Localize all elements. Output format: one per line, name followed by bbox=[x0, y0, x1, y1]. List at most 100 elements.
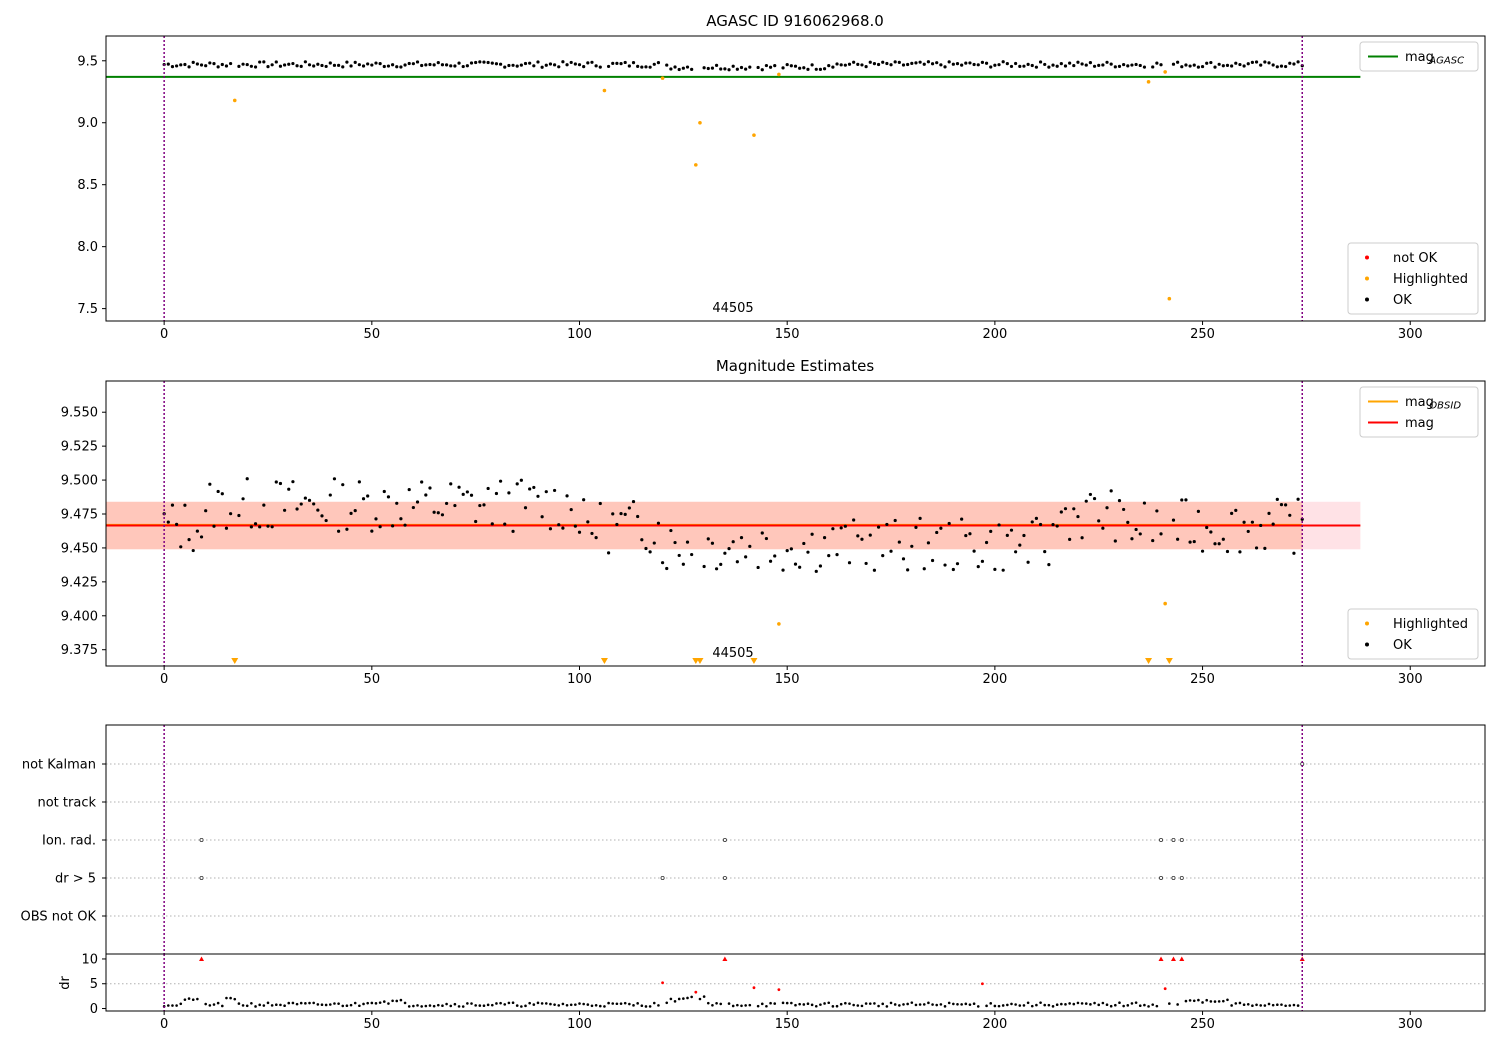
ok-point bbox=[627, 506, 631, 510]
x-tick-label: 150 bbox=[775, 672, 800, 687]
ok-point bbox=[1080, 1002, 1084, 1005]
legend-label-subscript: AGASC bbox=[1428, 56, 1464, 67]
ok-point bbox=[644, 1005, 648, 1008]
ok-point bbox=[183, 998, 187, 1001]
ok-point bbox=[1292, 1003, 1296, 1007]
ok-point bbox=[316, 508, 320, 512]
ok-point bbox=[636, 64, 640, 68]
ok-point bbox=[204, 64, 208, 68]
ok-point bbox=[312, 502, 316, 506]
ok-point bbox=[868, 533, 872, 537]
ok-point bbox=[984, 540, 989, 545]
ok-point bbox=[420, 1005, 423, 1008]
ok-point bbox=[1250, 60, 1254, 64]
ok-point bbox=[698, 997, 702, 1001]
y-tick-label: 7.5 bbox=[77, 302, 98, 317]
ok-point bbox=[1101, 63, 1105, 67]
ok-point bbox=[299, 1001, 303, 1005]
flag-marker bbox=[722, 838, 727, 843]
ok-point bbox=[333, 1002, 336, 1005]
ok-point bbox=[528, 487, 532, 491]
ok-point bbox=[872, 568, 877, 572]
ok-point bbox=[295, 507, 299, 511]
ok-point bbox=[291, 480, 295, 484]
ok-point bbox=[1043, 1003, 1047, 1007]
ok-point bbox=[229, 512, 233, 516]
ok-point bbox=[498, 479, 503, 483]
ok-point bbox=[648, 65, 652, 69]
ok-point bbox=[1109, 62, 1113, 66]
ok-point bbox=[440, 63, 445, 67]
ok-point bbox=[814, 1004, 818, 1008]
ok-point bbox=[964, 533, 968, 538]
ok-point bbox=[345, 60, 349, 64]
ok-point bbox=[806, 1002, 810, 1005]
ok-point bbox=[1188, 64, 1192, 68]
ok-point bbox=[877, 1004, 880, 1008]
ok-point bbox=[960, 63, 964, 67]
ok-point bbox=[997, 63, 1001, 67]
high-dr-point bbox=[1163, 987, 1167, 991]
ok-point bbox=[897, 60, 901, 64]
ok-point bbox=[499, 1001, 502, 1005]
ok-point bbox=[702, 564, 706, 569]
ok-point bbox=[1271, 1003, 1275, 1007]
ok-point bbox=[719, 67, 723, 71]
ok-point bbox=[997, 1004, 1001, 1008]
ok-point bbox=[299, 502, 303, 506]
ok-point bbox=[486, 486, 490, 491]
ok-point bbox=[640, 538, 644, 542]
ok-point bbox=[927, 1001, 930, 1005]
ok-point bbox=[287, 1001, 291, 1005]
ok-point bbox=[802, 1003, 806, 1006]
ok-point bbox=[266, 524, 270, 528]
ok-point bbox=[341, 483, 345, 487]
ok-point bbox=[536, 494, 540, 498]
ok-point bbox=[1254, 60, 1259, 64]
ok-point bbox=[370, 1001, 374, 1005]
flag-marker bbox=[199, 838, 204, 843]
ok-point bbox=[606, 551, 611, 555]
ok-point bbox=[636, 514, 640, 519]
ok-point bbox=[420, 480, 424, 484]
high-dr-point bbox=[777, 988, 781, 992]
ok-point bbox=[1196, 509, 1201, 513]
ok-point bbox=[943, 563, 947, 567]
ok-point bbox=[1259, 523, 1263, 528]
ok-point bbox=[337, 1002, 340, 1005]
ok-point bbox=[902, 1003, 905, 1006]
ok-point bbox=[989, 529, 993, 533]
ok-point bbox=[710, 541, 715, 545]
ok-point bbox=[1279, 64, 1284, 68]
ok-point bbox=[827, 63, 831, 68]
ok-point bbox=[370, 63, 374, 67]
ok-point bbox=[1246, 62, 1250, 66]
ok-point bbox=[611, 512, 615, 516]
x-tick-label: 0 bbox=[160, 327, 168, 342]
ok-point bbox=[577, 530, 582, 534]
x-tick-label: 200 bbox=[982, 1017, 1007, 1032]
ok-point bbox=[1063, 507, 1068, 511]
high-dr-point bbox=[694, 990, 698, 994]
clipped-dr-marker bbox=[1158, 956, 1164, 961]
ok-point bbox=[220, 62, 224, 67]
ok-point bbox=[569, 60, 573, 65]
ok-point bbox=[378, 62, 382, 66]
x-tick-label: 100 bbox=[567, 672, 592, 687]
legend-label: not OK bbox=[1393, 251, 1438, 266]
ok-point bbox=[1134, 62, 1138, 67]
ok-point bbox=[806, 550, 810, 554]
ok-point bbox=[615, 61, 619, 65]
ok-point bbox=[1300, 517, 1304, 521]
ok-point bbox=[1009, 528, 1014, 532]
ok-point bbox=[1230, 1004, 1233, 1007]
ok-point bbox=[312, 64, 316, 68]
ok-point bbox=[382, 1000, 386, 1003]
ok-point bbox=[1097, 1003, 1101, 1007]
ok-point bbox=[910, 544, 914, 548]
ok-point bbox=[357, 480, 361, 484]
ok-point bbox=[557, 523, 561, 527]
ok-point bbox=[573, 62, 577, 66]
x-tick-label: 250 bbox=[1190, 327, 1215, 342]
ok-point bbox=[1171, 518, 1176, 522]
